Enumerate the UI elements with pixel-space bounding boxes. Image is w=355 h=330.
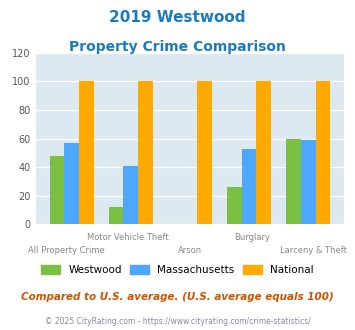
Bar [256,82,271,224]
Bar [79,82,94,224]
Bar [138,82,153,224]
Bar [286,139,301,224]
Bar [50,156,64,224]
Text: All Property Crime: All Property Crime [28,246,105,255]
Bar [197,82,212,224]
Bar [316,82,330,224]
Text: 2019 Westwood: 2019 Westwood [109,10,246,25]
Text: Motor Vehicle Theft: Motor Vehicle Theft [87,233,169,242]
Text: © 2025 CityRating.com - https://www.cityrating.com/crime-statistics/: © 2025 CityRating.com - https://www.city… [45,317,310,326]
Bar [64,143,79,224]
Text: Compared to U.S. average. (U.S. average equals 100): Compared to U.S. average. (U.S. average … [21,292,334,302]
Bar [242,148,256,224]
Bar [124,166,138,224]
Text: Larceny & Theft: Larceny & Theft [280,246,347,255]
Bar [227,187,242,224]
Text: Property Crime Comparison: Property Crime Comparison [69,40,286,53]
Text: Arson: Arson [178,246,202,255]
Bar [109,207,124,224]
Bar [301,140,316,224]
Text: Burglary: Burglary [234,233,270,242]
Legend: Westwood, Massachusetts, National: Westwood, Massachusetts, National [37,261,318,280]
